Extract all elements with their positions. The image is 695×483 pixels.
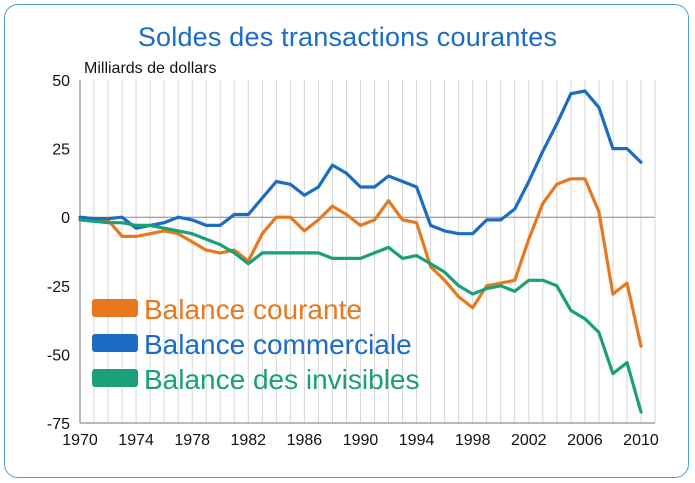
- x-tick-label: 2006: [567, 432, 603, 449]
- x-tick-label: 1970: [62, 432, 98, 449]
- series-line-1: [78, 177, 643, 348]
- grid-layer: [79, 80, 656, 423]
- x-tick-label: 1998: [455, 432, 491, 449]
- legend-label: Balance commerciale: [144, 329, 412, 360]
- y-tick-label: -50: [47, 347, 70, 364]
- legend-swatch: [92, 299, 138, 317]
- legend-label: Balance des invisibles: [144, 364, 420, 395]
- y-tick-label: 25: [52, 142, 70, 159]
- x-tick-label: 1982: [230, 432, 266, 449]
- series-line-3: [78, 218, 643, 414]
- x-tick-label: 2002: [511, 432, 547, 449]
- y-tick-label: 0: [61, 210, 70, 227]
- y-tick-label: -25: [47, 279, 70, 296]
- legend: Balance courante Balance commerciale Balan…: [92, 294, 420, 395]
- x-tick-label: 2010: [623, 432, 659, 449]
- chart-frame: [4, 4, 689, 478]
- x-tick-label: 1978: [174, 432, 210, 449]
- legend-swatch: [92, 369, 138, 387]
- chart-title: Soldes des transactions courantes: [137, 22, 558, 52]
- legend-label: Balance courante: [144, 294, 362, 325]
- series-layer: [78, 89, 643, 414]
- legend-swatch: [92, 334, 138, 352]
- y-tick-label: -75: [47, 416, 70, 433]
- y-tick-label: 50: [52, 73, 70, 90]
- x-tick-label: 1994: [399, 432, 435, 449]
- x-tick-label: 1974: [118, 432, 154, 449]
- x-tick-label: 1986: [287, 432, 323, 449]
- x-tick-label: 1990: [343, 432, 379, 449]
- series-line-2: [78, 89, 643, 236]
- y-axis-unit-label: Milliards de dollars: [84, 60, 217, 77]
